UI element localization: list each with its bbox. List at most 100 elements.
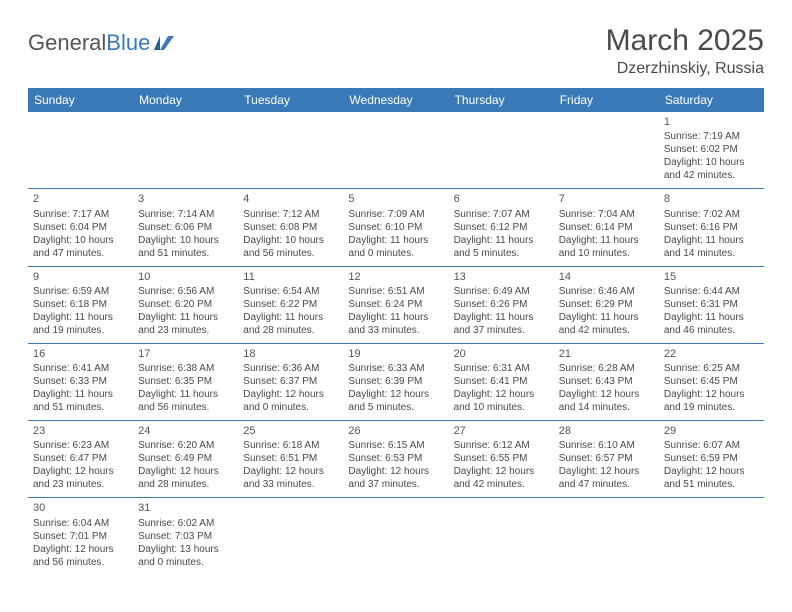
sunrise-text: Sunrise: 7:14 AM (138, 208, 233, 221)
day-cell: 14Sunrise: 6:46 AMSunset: 6:29 PMDayligh… (554, 266, 659, 343)
sunset-text: Sunset: 6:10 PM (348, 221, 443, 234)
day-cell: 23Sunrise: 6:23 AMSunset: 6:47 PMDayligh… (28, 421, 133, 498)
day-cell: 22Sunrise: 6:25 AMSunset: 6:45 PMDayligh… (659, 343, 764, 420)
sunset-text: Sunset: 6:57 PM (559, 452, 654, 465)
sunrise-text: Sunrise: 6:04 AM (33, 517, 128, 530)
sunset-text: Sunset: 6:18 PM (33, 298, 128, 311)
day-cell: 20Sunrise: 6:31 AMSunset: 6:41 PMDayligh… (449, 343, 554, 420)
day-number: 25 (243, 424, 338, 438)
day-cell: 2Sunrise: 7:17 AMSunset: 6:04 PMDaylight… (28, 189, 133, 266)
day-cell (343, 498, 448, 575)
daylight-text: Daylight: 11 hours and 37 minutes. (454, 311, 549, 337)
sunset-text: Sunset: 6:14 PM (559, 221, 654, 234)
dow-tuesday: Tuesday (238, 88, 343, 112)
month-title: March 2025 (606, 24, 764, 58)
sunset-text: Sunset: 6:24 PM (348, 298, 443, 311)
daylight-text: Daylight: 12 hours and 37 minutes. (348, 465, 443, 491)
day-number: 20 (454, 347, 549, 361)
day-number: 8 (664, 192, 759, 206)
day-cell (133, 112, 238, 189)
day-number: 11 (243, 270, 338, 284)
sunset-text: Sunset: 6:20 PM (138, 298, 233, 311)
day-number: 17 (138, 347, 233, 361)
day-cell (238, 498, 343, 575)
day-cell: 7 Sunrise: 7:04 AMSunset: 6:14 PMDaylight… (554, 189, 659, 266)
logo-flag-icon (154, 36, 174, 50)
daylight-text: Daylight: 12 hours and 51 minutes. (664, 465, 759, 491)
dow-thursday: Thursday (449, 88, 554, 112)
day-number: 27 (454, 424, 549, 438)
sunrise-text: Sunrise: 6:59 AM (33, 285, 128, 298)
day-cell: 4Sunrise: 7:12 AMSunset: 6:08 PMDaylight… (238, 189, 343, 266)
sunrise-text: Sunrise: 7:04 AM (559, 208, 654, 221)
week-row: 2Sunrise: 7:17 AMSunset: 6:04 PMDaylight… (28, 189, 764, 266)
day-number: 5 (348, 192, 443, 206)
calendar: Sunday Monday Tuesday Wednesday Thursday… (28, 88, 764, 575)
daylight-text: Daylight: 11 hours and 33 minutes. (348, 311, 443, 337)
sunrise-text: Sunrise: 6:44 AM (664, 285, 759, 298)
day-cell: 5Sunrise: 7:09 AMSunset: 6:10 PMDaylight… (343, 189, 448, 266)
day-cell: 1Sunrise: 7:19 AMSunset: 6:02 PMDaylight… (659, 112, 764, 189)
daylight-text: Daylight: 11 hours and 28 minutes. (243, 311, 338, 337)
day-cell (238, 112, 343, 189)
day-number: 21 (559, 347, 654, 361)
sunrise-text: Sunrise: 6:51 AM (348, 285, 443, 298)
sunrise-text: Sunrise: 6:12 AM (454, 439, 549, 452)
sunset-text: Sunset: 6:39 PM (348, 375, 443, 388)
sunrise-text: Sunrise: 6:18 AM (243, 439, 338, 452)
sunset-text: Sunset: 6:37 PM (243, 375, 338, 388)
daylight-text: Daylight: 12 hours and 33 minutes. (243, 465, 338, 491)
daylight-text: Daylight: 11 hours and 10 minutes. (559, 234, 654, 260)
day-cell: 16Sunrise: 6:41 AMSunset: 6:33 PMDayligh… (28, 343, 133, 420)
day-cell: 26Sunrise: 6:15 AMSunset: 6:53 PMDayligh… (343, 421, 448, 498)
sunrise-text: Sunrise: 7:02 AM (664, 208, 759, 221)
daylight-text: Daylight: 10 hours and 42 minutes. (664, 156, 759, 182)
sunrise-text: Sunrise: 6:20 AM (138, 439, 233, 452)
sunrise-text: Sunrise: 7:19 AM (664, 130, 759, 143)
day-cell (343, 112, 448, 189)
day-cell (449, 112, 554, 189)
week-row: 23Sunrise: 6:23 AMSunset: 6:47 PMDayligh… (28, 421, 764, 498)
daylight-text: Daylight: 13 hours and 0 minutes. (138, 543, 233, 569)
day-cell: 11Sunrise: 6:54 AMSunset: 6:22 PMDayligh… (238, 266, 343, 343)
sunrise-text: Sunrise: 6:25 AM (664, 362, 759, 375)
daylight-text: Daylight: 12 hours and 10 minutes. (454, 388, 549, 414)
sunset-text: Sunset: 6:26 PM (454, 298, 549, 311)
day-cell (659, 498, 764, 575)
daylight-text: Daylight: 12 hours and 5 minutes. (348, 388, 443, 414)
sunrise-text: Sunrise: 6:36 AM (243, 362, 338, 375)
day-number: 18 (243, 347, 338, 361)
day-header-row: Sunday Monday Tuesday Wednesday Thursday… (28, 88, 764, 112)
sunset-text: Sunset: 6:06 PM (138, 221, 233, 234)
sunset-text: Sunset: 6:02 PM (664, 143, 759, 156)
sunrise-text: Sunrise: 6:49 AM (454, 285, 549, 298)
day-number: 15 (664, 270, 759, 284)
daylight-text: Daylight: 11 hours and 46 minutes. (664, 311, 759, 337)
day-cell: 27Sunrise: 6:12 AMSunset: 6:55 PMDayligh… (449, 421, 554, 498)
sunrise-text: Sunrise: 6:23 AM (33, 439, 128, 452)
sunset-text: Sunset: 7:03 PM (138, 530, 233, 543)
daylight-text: Daylight: 12 hours and 47 minutes. (559, 465, 654, 491)
day-number: 14 (559, 270, 654, 284)
daylight-text: Daylight: 11 hours and 14 minutes. (664, 234, 759, 260)
sunset-text: Sunset: 6:45 PM (664, 375, 759, 388)
daylight-text: Daylight: 11 hours and 23 minutes. (138, 311, 233, 337)
dow-monday: Monday (133, 88, 238, 112)
day-cell: 25Sunrise: 6:18 AMSunset: 6:51 PMDayligh… (238, 421, 343, 498)
day-cell: 29Sunrise: 6:07 AMSunset: 6:59 PMDayligh… (659, 421, 764, 498)
week-row: 30Sunrise: 6:04 AMSunset: 7:01 PMDayligh… (28, 498, 764, 575)
day-number: 28 (559, 424, 654, 438)
week-row: 1Sunrise: 7:19 AMSunset: 6:02 PMDaylight… (28, 112, 764, 189)
daylight-text: Daylight: 12 hours and 23 minutes. (33, 465, 128, 491)
daylight-text: Daylight: 10 hours and 47 minutes. (33, 234, 128, 260)
sunset-text: Sunset: 6:43 PM (559, 375, 654, 388)
day-cell: 17Sunrise: 6:38 AMSunset: 6:35 PMDayligh… (133, 343, 238, 420)
sunrise-text: Sunrise: 6:28 AM (559, 362, 654, 375)
day-cell: 21Sunrise: 6:28 AMSunset: 6:43 PMDayligh… (554, 343, 659, 420)
day-number: 7 (559, 192, 654, 206)
sunrise-text: Sunrise: 6:02 AM (138, 517, 233, 530)
sunset-text: Sunset: 6:47 PM (33, 452, 128, 465)
day-cell: 28Sunrise: 6:10 AMSunset: 6:57 PMDayligh… (554, 421, 659, 498)
sunrise-text: Sunrise: 7:17 AM (33, 208, 128, 221)
daylight-text: Daylight: 11 hours and 56 minutes. (138, 388, 233, 414)
